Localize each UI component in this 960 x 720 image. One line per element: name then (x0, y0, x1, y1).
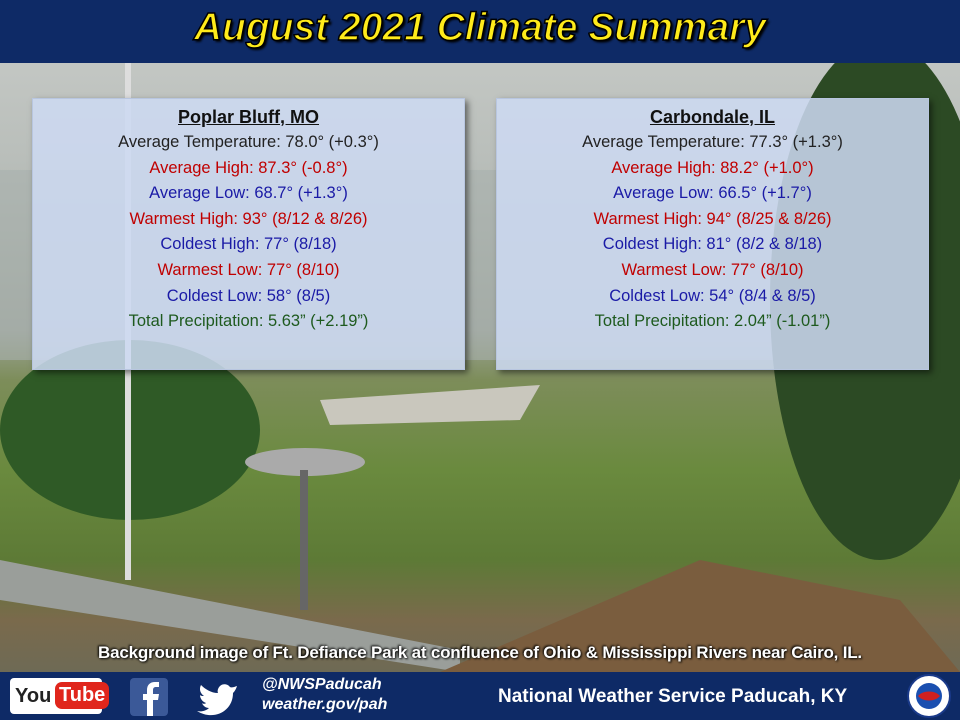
handle: @NWSPaducah (262, 676, 382, 693)
youtube-you: You (15, 685, 52, 707)
footer: You Tube @NWSPaducah weather.gov/pah Nat… (0, 672, 960, 720)
stat-line: Coldest High: 77° (8/18) (160, 235, 337, 254)
nws-logo (907, 674, 951, 718)
twitter-icon[interactable] (197, 684, 237, 716)
stat-line: Coldest High: 81° (8/2 & 8/18) (602, 235, 823, 254)
stat-line: Average High: 87.3° (-0.8°) (149, 158, 348, 177)
stat-line: Average Temperature: 78.0° (+0.3°) (118, 133, 379, 151)
website: weather.gov/pah (262, 696, 388, 713)
stat-line: Coldest Low: 58° (8/5) (166, 286, 331, 305)
station-name: Carbondale, IL (649, 107, 775, 127)
youtube-logo[interactable]: You Tube (10, 678, 110, 714)
stat-line: Warmest Low: 77° (8/10) (621, 260, 804, 279)
stat-line: Total Precipitation: 2.04” (-1.01”) (594, 312, 831, 331)
station-name: Poplar Bluff, MO (178, 107, 319, 127)
office-name: National Weather Service Paducah, KY (498, 686, 848, 707)
youtube-tube: Tube (55, 682, 110, 709)
stat-line: Warmest High: 93° (8/12 & 8/26) (129, 209, 368, 228)
facebook-icon[interactable] (130, 678, 168, 716)
stat-line: Average Low: 66.5° (+1.7°) (613, 184, 812, 203)
stat-line: Average Low: 68.7° (+1.3°) (149, 184, 348, 203)
stat-line: Warmest High: 94° (8/25 & 8/26) (593, 209, 832, 228)
stat-line: Warmest Low: 77° (8/10) (157, 260, 340, 279)
title: August 2021 Climate Summary (193, 5, 767, 50)
station-panel: Poplar Bluff, MO Average Temperature: 78.… (32, 98, 465, 370)
social-icons (130, 678, 237, 716)
stat-line: Coldest Low: 54° (8/4 & 8/5) (609, 286, 816, 305)
station-panel: Carbondale, IL Average Temperature: 77.3°… (496, 98, 929, 370)
header: August 2021 Climate Summary (0, 0, 960, 63)
caption: Background image of Ft. Defiance Park at… (98, 643, 862, 662)
stat-line: Average Temperature: 77.3° (+1.3°) (582, 133, 843, 151)
stat-line: Average High: 88.2° (+1.0°) (611, 158, 814, 177)
stat-line: Total Precipitation: 5.63” (+2.19”) (128, 312, 369, 331)
